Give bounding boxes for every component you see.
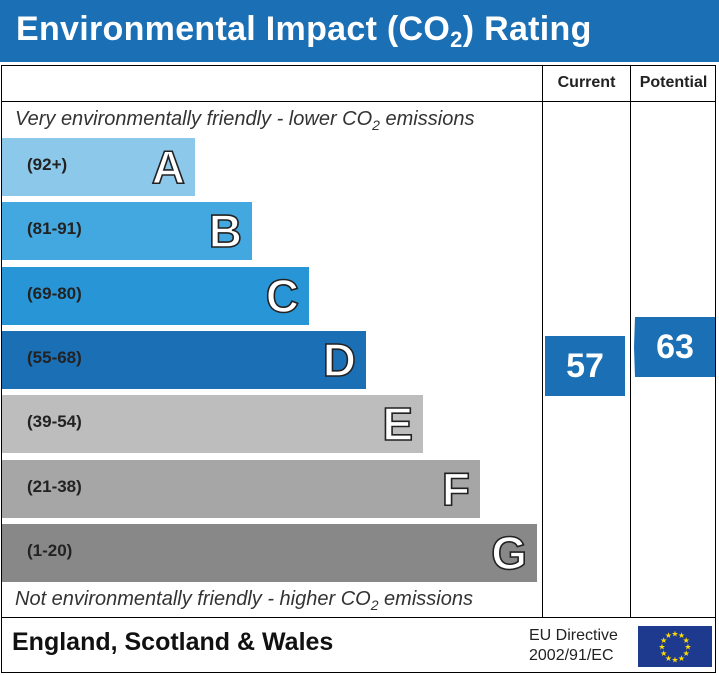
footer-divider <box>1 617 716 618</box>
band-letter: G <box>490 526 527 580</box>
footer-country: England, Scotland & Wales <box>12 628 334 656</box>
band-range-label: (21-38) <box>27 476 82 496</box>
eu-star-icon: ★ <box>658 643 665 652</box>
top-note-text-end: emissions <box>379 108 475 130</box>
current-rating-arrow-value: 57 <box>566 347 604 386</box>
bottom-note: Not environmentally friendly - higher CO… <box>15 588 473 613</box>
page-title: Environmental Impact (CO2) Rating <box>16 10 592 52</box>
current-rating-arrow: 57 <box>545 336 625 397</box>
column-divider-current <box>542 65 543 618</box>
eu-star-icon: ★ <box>660 649 667 658</box>
band-f: (21-38) F <box>2 459 480 518</box>
band-range-label: (69-80) <box>27 283 82 303</box>
band-letter: B <box>208 204 243 258</box>
title-subscript: 2 <box>450 27 463 52</box>
band-d: (55-68) D <box>2 330 366 389</box>
top-note-subscript: 2 <box>372 117 380 133</box>
eu-star-icon: ★ <box>683 649 690 658</box>
band-letter: F <box>441 462 471 516</box>
band-range-label: (1-20) <box>27 540 73 560</box>
bottom-note-text: Not environmentally friendly - higher CO <box>15 588 371 610</box>
band-c: (69-80) C <box>2 266 309 325</box>
directive-line-2: 2002/91/EC <box>529 647 614 664</box>
header-bar: Environmental Impact (CO2) Rating <box>0 0 719 62</box>
potential-rating-arrow-value: 63 <box>656 328 694 367</box>
directive-line-1: EU Directive <box>529 627 618 644</box>
band-range-label: (39-54) <box>27 412 82 432</box>
eu-flag-icon: ★ ★ ★ ★ ★ ★ ★ ★ ★ ★ ★ ★ <box>638 626 712 667</box>
band-e: (39-54) E <box>2 395 423 454</box>
band-b: (81-91) B <box>2 202 252 261</box>
footer-directive: EU Directive 2002/91/EC <box>529 626 618 666</box>
current-rating-arrow-shape <box>545 336 625 397</box>
column-header-current: Current <box>557 74 616 91</box>
eu-star-icon: ★ <box>671 630 678 639</box>
potential-rating-arrow: 63 <box>634 317 715 378</box>
eu-star-icon: ★ <box>665 654 672 663</box>
potential-rating-arrow-shape <box>634 317 715 378</box>
eu-star-icon: ★ <box>660 636 667 645</box>
top-note: Very environmentally friendly - lower CO… <box>15 108 475 133</box>
band-letter: A <box>151 140 186 194</box>
bottom-note-text-end: emissions <box>378 588 473 610</box>
title-text-end: ) Rating <box>462 10 592 48</box>
eu-star-icon: ★ <box>684 643 691 652</box>
band-range-label: (81-91) <box>27 219 82 239</box>
band-letter: D <box>322 333 357 387</box>
band-range-label: (92+) <box>27 155 68 174</box>
column-header-potential: Potential <box>639 74 708 91</box>
eu-star-icon: ★ <box>678 654 685 663</box>
eu-star-icon: ★ <box>665 631 672 640</box>
header-row-divider <box>1 101 716 102</box>
band-letter: C <box>265 269 300 323</box>
eu-star-icon: ★ <box>683 636 690 645</box>
band-a: (92+) A <box>2 138 195 196</box>
band-range-label: (55-68) <box>27 347 82 367</box>
column-divider-potential <box>630 65 631 618</box>
eu-star-icon: ★ <box>671 656 678 665</box>
bottom-note-subscript: 2 <box>370 597 379 613</box>
title-text: Environmental Impact (CO <box>16 10 451 48</box>
top-note-text: Very environmentally friendly - lower CO <box>15 108 373 130</box>
eu-star-icon: ★ <box>678 631 685 640</box>
band-letter: E <box>382 397 414 451</box>
rating-table <box>1 65 716 673</box>
band-g: (1-20) G <box>2 523 537 582</box>
